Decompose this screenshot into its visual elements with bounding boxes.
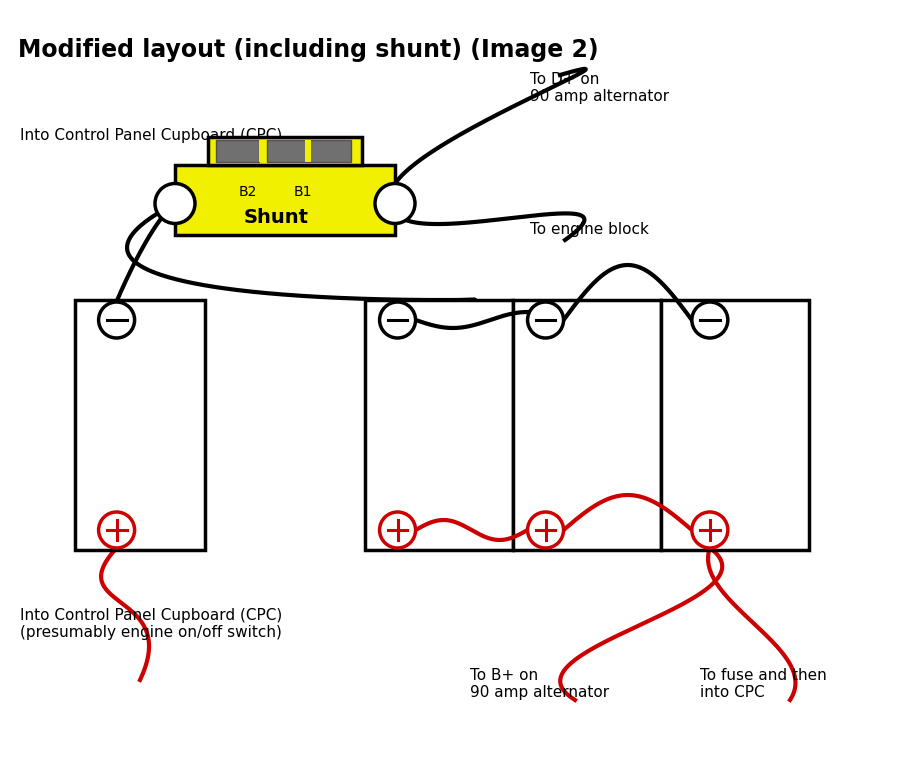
Circle shape: [692, 302, 727, 338]
Text: To B+ on
90 amp alternator: To B+ on 90 amp alternator: [470, 668, 609, 700]
Text: To fuse and then
into CPC: To fuse and then into CPC: [700, 668, 827, 700]
Circle shape: [375, 184, 415, 224]
Text: Shunt: Shunt: [243, 208, 308, 227]
Bar: [365, 300, 513, 550]
Text: Into Control Panel Cupboard (CPC)
(presumably engine on/off switch): Into Control Panel Cupboard (CPC) (presu…: [20, 608, 282, 640]
Text: B2: B2: [239, 185, 257, 198]
Bar: [305, 140, 311, 162]
Circle shape: [380, 302, 415, 338]
Bar: [266, 140, 309, 162]
Circle shape: [380, 512, 415, 548]
Bar: [308, 140, 351, 162]
Bar: [513, 300, 661, 550]
Circle shape: [528, 512, 564, 548]
Text: B1: B1: [294, 185, 312, 198]
Text: To D+ on
90 amp alternator: To D+ on 90 amp alternator: [530, 72, 669, 104]
Bar: [208, 137, 362, 165]
Bar: [259, 140, 265, 162]
Bar: [75, 300, 205, 550]
Circle shape: [528, 302, 564, 338]
Text: Modified layout (including shunt) (Image 2): Modified layout (including shunt) (Image…: [18, 38, 598, 62]
Circle shape: [99, 302, 135, 338]
Bar: [661, 300, 809, 550]
Bar: [175, 165, 395, 235]
Text: To engine block: To engine block: [530, 222, 649, 237]
Circle shape: [99, 512, 135, 548]
Circle shape: [155, 184, 195, 224]
Text: Into Control Panel Cupboard (CPC): Into Control Panel Cupboard (CPC): [20, 128, 282, 143]
Circle shape: [692, 512, 727, 548]
Bar: [216, 140, 259, 162]
